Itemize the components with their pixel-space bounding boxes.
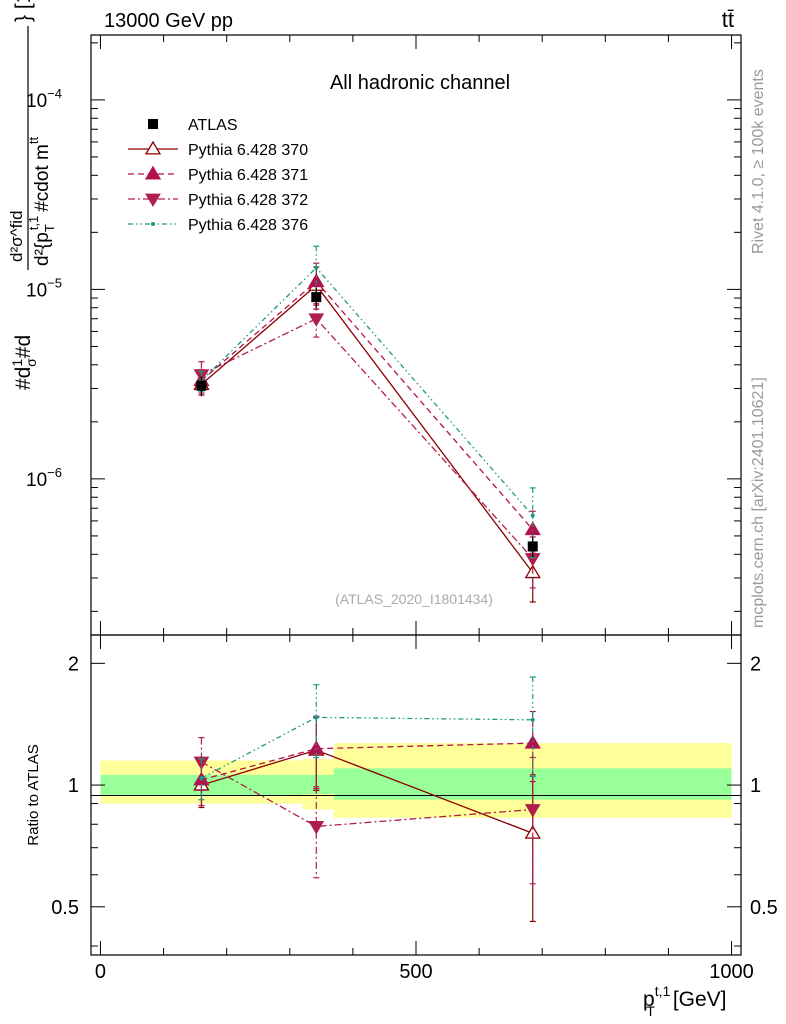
ylabel-part-6: T [42,224,57,232]
xlabel-sub: T [646,1003,655,1019]
x-axis-label: pt,1 T [GeV] [643,983,727,1019]
ratio-tick-label-right-2: 2 [750,653,761,675]
rivet-label: Rivet 4.1.0, ≥ 100k events [750,69,767,254]
legend: ATLAS Pythia 6.428 370 Pythia 6.428 371 Pyt… [128,117,308,234]
ratio-tick-label-left-1: 1 [68,775,79,797]
upper-line-1 [201,280,534,531]
xlabel-sup: t,1 [655,983,671,999]
upper-line-0 [201,284,534,574]
y-axis-label-upper: #d1σ#d d²σ^fid d²{pTt,1 #cdot mtt } [1/Ge… [7,0,57,390]
x-tick-label-2: 1000 [709,961,754,983]
ratio-line-1 [201,742,533,781]
legend-label-0: Pythia 6.428 370 [188,142,308,159]
y-tick-label-upper-2: 10−4 [26,86,62,112]
legend-atlas-marker [148,119,158,129]
legend-marker-2 [145,193,161,207]
svg-text:d²{pTt,1#cdot mtt: d²{pTt,1 #cdot mtt [26,137,57,266]
y-tick-label-exp-0: −6 [47,465,62,480]
ylabel-part-2: σ [23,358,39,367]
ylabel-part-10: } [1/GeV²] [12,0,35,22]
xlabel-main: p [643,988,655,1011]
ratio-tick-label-right-0: 0.5 [750,897,778,919]
ylabel-part-1: 1 [9,359,25,367]
ratio-series [193,676,541,923]
y-tick-labels-ratio: 0.5 0.5 1 1 2 2 [51,653,778,918]
legend-marker-3 [151,222,155,226]
upper-line-2 [201,317,534,559]
y-tick-label-exp-1: −5 [47,275,62,290]
x-tick-label-0: 0 [95,961,106,983]
legend-label-2: Pythia 6.428 372 [188,192,308,209]
y-tick-label-exp-2: −4 [47,86,62,101]
ratio-y-axis-label: Ratio to ATLAS [25,744,42,845]
ylabel-part-8: #cdot m [32,144,53,212]
svg-text:#d1σ#d: #d1σ#d [9,335,39,390]
ylabel-part-0: #d [12,367,35,390]
ratio-tick-label-right-1: 1 [750,775,761,797]
ratio-point-2-1 [308,821,325,835]
ylabel-part-7: t,1 [26,216,41,230]
mcplots-label: mcplots.cern.ch [arXiv:2401.10621] [750,377,767,628]
legend-atlas-label: ATLAS [188,117,238,134]
y-tick-label-upper-1: 10−5 [26,275,62,301]
ratio-point-3-2 [530,717,535,722]
ylabel-part-4: d²σ^fid [7,210,26,262]
chart-title: All hadronic channel [330,72,510,94]
ylabel-part-3: #d [12,335,35,358]
ratio-line-3 [201,716,533,779]
header-left: 13000 GeV pp [104,10,233,32]
analysis-tag: (ATLAS_2020_I1801434) [335,591,493,607]
axis-ticks [91,35,741,955]
upper-point-2-1 [308,313,325,327]
ratio-bands [100,743,732,818]
legend-marker-0 [144,140,162,155]
y-tick-label-upper-0: 10−6 [26,465,62,491]
header-right: tt̄ [722,7,734,32]
legend-label-1: Pythia 6.428 371 [188,167,308,184]
ratio-tick-label-left-2: 2 [68,653,79,675]
ratio-point-3-1 [314,715,319,720]
ratio-point-1-1 [308,740,325,755]
xlabel-unit: [GeV] [673,988,727,1011]
upper-series [193,245,541,603]
ylabel-part-9: tt [26,137,41,145]
legend-label-3: Pythia 6.428 376 [188,217,308,234]
ratio-point-3-0 [199,776,204,781]
ratio-tick-label-left-0: 0.5 [51,897,79,919]
ylabel-part-5: d²{p [32,232,53,266]
ratio-point-2-2 [524,804,541,818]
upper-point-3-2 [530,513,535,518]
x-tick-labels: 0 500 1000 [95,961,754,983]
legend-marker-1 [144,165,162,180]
x-tick-label-1: 500 [399,961,432,983]
ratio-band-stat-1 [302,774,334,795]
upper-line-3 [200,266,534,517]
upper-point-3-1 [314,265,319,270]
